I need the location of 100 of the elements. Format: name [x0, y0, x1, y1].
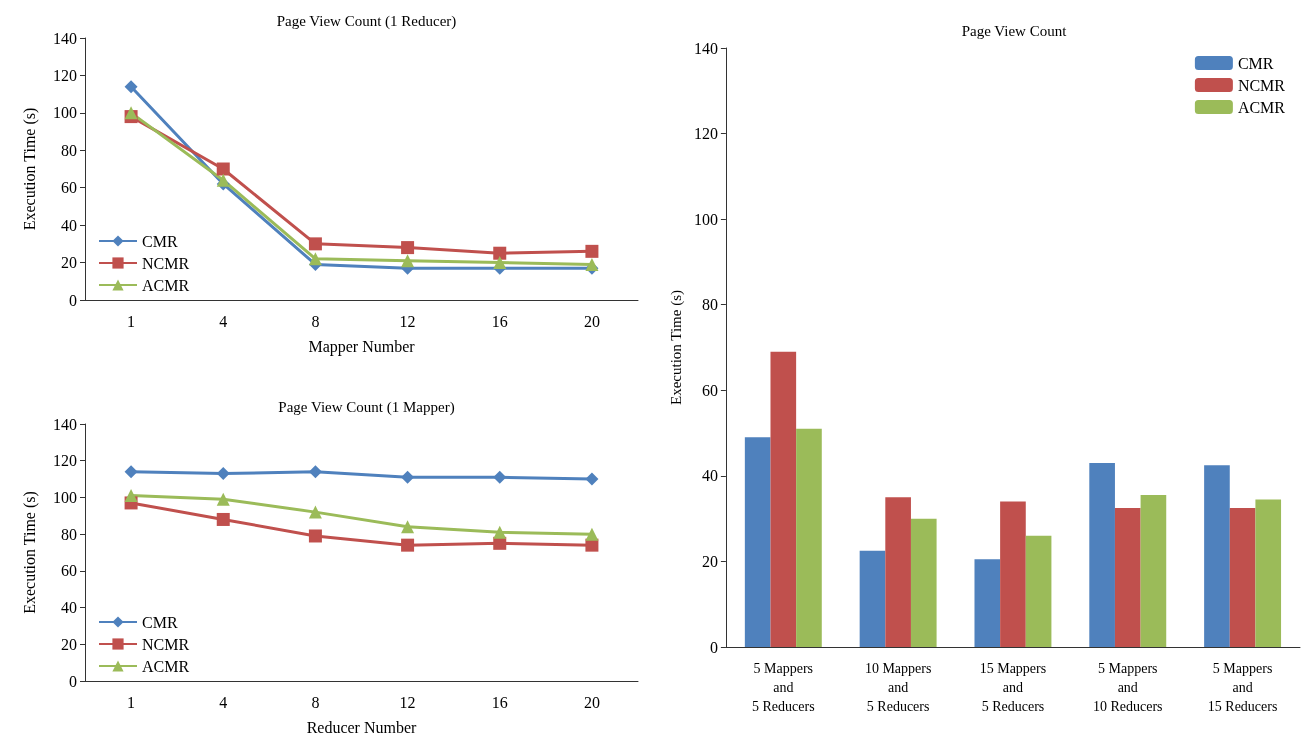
point: [124, 489, 138, 503]
point: [308, 505, 322, 519]
x-tick-label: 10 Mappers and 5 Reducers: [864, 661, 932, 714]
y-tick-label: 60: [61, 179, 77, 197]
bar: [796, 428, 822, 647]
bar: [744, 437, 771, 647]
point: [216, 467, 230, 481]
point: [308, 237, 322, 251]
bar: [1204, 465, 1230, 647]
x-axis-title: Mapper Number: [308, 337, 416, 356]
point: [124, 80, 138, 94]
chart-title: Page View Count: [961, 22, 1068, 39]
bar: [910, 518, 937, 647]
x-tick-label: 20: [583, 694, 600, 711]
y-tick-label: 80: [61, 525, 77, 543]
bar: [859, 550, 886, 647]
point: [493, 525, 507, 539]
y-tick-label: 60: [701, 381, 718, 399]
y-tick-label: 140: [693, 39, 718, 57]
y-tick-label: 100: [693, 210, 718, 228]
x-tick-label: 12: [399, 313, 416, 330]
point: [401, 520, 415, 534]
x-tick-label: 5 Mappers and 5 Reducers: [752, 661, 815, 714]
x-tick-label: 4: [219, 694, 228, 711]
point: [308, 252, 322, 266]
point: [493, 470, 507, 484]
point: [216, 162, 230, 176]
x-tick-label: 15 Mappers and 5 Reducers: [979, 661, 1047, 714]
point: [493, 256, 507, 270]
y-tick-label: 100: [53, 488, 77, 506]
y-axis-title: Execution Time (s): [667, 290, 685, 405]
bar: [1025, 535, 1052, 647]
y-tick-label: 40: [61, 216, 77, 234]
point: [401, 254, 415, 268]
x-tick-label: 20: [583, 313, 600, 330]
bar: [1255, 499, 1282, 647]
x-tick-label: 16: [491, 694, 508, 711]
x-tick-label: 5 Mappers and 15 Reducers: [1207, 661, 1278, 714]
y-tick-label: 20: [61, 254, 77, 272]
bar: [770, 351, 797, 647]
y-tick-label: 0: [69, 672, 77, 690]
point: [216, 492, 230, 506]
point: [585, 257, 599, 271]
y-tick-label: 40: [701, 467, 718, 485]
point: [401, 538, 415, 552]
point: [124, 465, 138, 479]
bar: [974, 559, 1001, 647]
y-tick-label: 80: [701, 296, 718, 314]
legend-label: NCMR: [142, 254, 190, 272]
point: [401, 241, 415, 255]
y-axis-title: Execution Time (s): [20, 107, 39, 231]
y-tick-label: 60: [61, 562, 77, 580]
chart-title: Page View Count (1 Mapper): [278, 398, 455, 416]
legend-label: ACMR: [142, 657, 190, 675]
point: [585, 244, 599, 258]
x-axis-title: Reducer Number: [306, 718, 418, 736]
x-tick-label: 16: [491, 313, 508, 330]
y-tick-label: 120: [53, 66, 77, 84]
point: [124, 106, 138, 120]
y-tick-label: 80: [61, 141, 77, 159]
bar: [1114, 507, 1141, 647]
point: [216, 512, 230, 526]
bar: [1089, 463, 1115, 647]
x-tick-label: 8: [311, 694, 320, 711]
bar: [1140, 495, 1167, 647]
legend-label: CMR: [1237, 54, 1274, 72]
x-tick-label: 1: [127, 694, 136, 711]
y-tick-label: 40: [61, 599, 77, 617]
y-tick-label: 120: [53, 452, 77, 470]
x-tick-label: 4: [219, 313, 228, 330]
legend-label: NCMR: [142, 635, 190, 653]
legend-label: NCMR: [1237, 76, 1286, 94]
y-tick-label: 120: [693, 125, 718, 143]
legend-label: ACMR: [1237, 98, 1286, 116]
y-tick-label: 140: [53, 415, 77, 433]
x-tick-label: 8: [311, 313, 320, 330]
bar: [885, 497, 911, 647]
y-tick-label: 20: [701, 552, 718, 570]
y-tick-label: 0: [69, 291, 77, 309]
point: [585, 527, 599, 541]
point: [585, 472, 599, 486]
x-tick-label: 12: [399, 694, 416, 711]
x-tick-label: 5 Mappers and 10 Reducers: [1092, 661, 1163, 714]
legend-label: CMR: [142, 613, 178, 631]
bar: [1000, 501, 1026, 647]
y-tick-label: 0: [709, 638, 718, 656]
y-tick-label: 140: [53, 29, 77, 47]
x-tick-label: 1: [127, 313, 136, 330]
y-axis-title: Execution Time (s): [20, 491, 39, 614]
point: [216, 173, 230, 187]
y-tick-label: 20: [61, 635, 77, 653]
legend-label: ACMR: [142, 276, 190, 294]
point: [401, 470, 415, 484]
chart-title: Page View Count (1 Reducer): [276, 12, 457, 30]
point: [308, 465, 322, 479]
point: [493, 246, 507, 260]
y-tick-label: 100: [53, 104, 77, 122]
bar: [1229, 507, 1256, 647]
point: [308, 529, 322, 543]
legend-label: CMR: [142, 232, 178, 250]
